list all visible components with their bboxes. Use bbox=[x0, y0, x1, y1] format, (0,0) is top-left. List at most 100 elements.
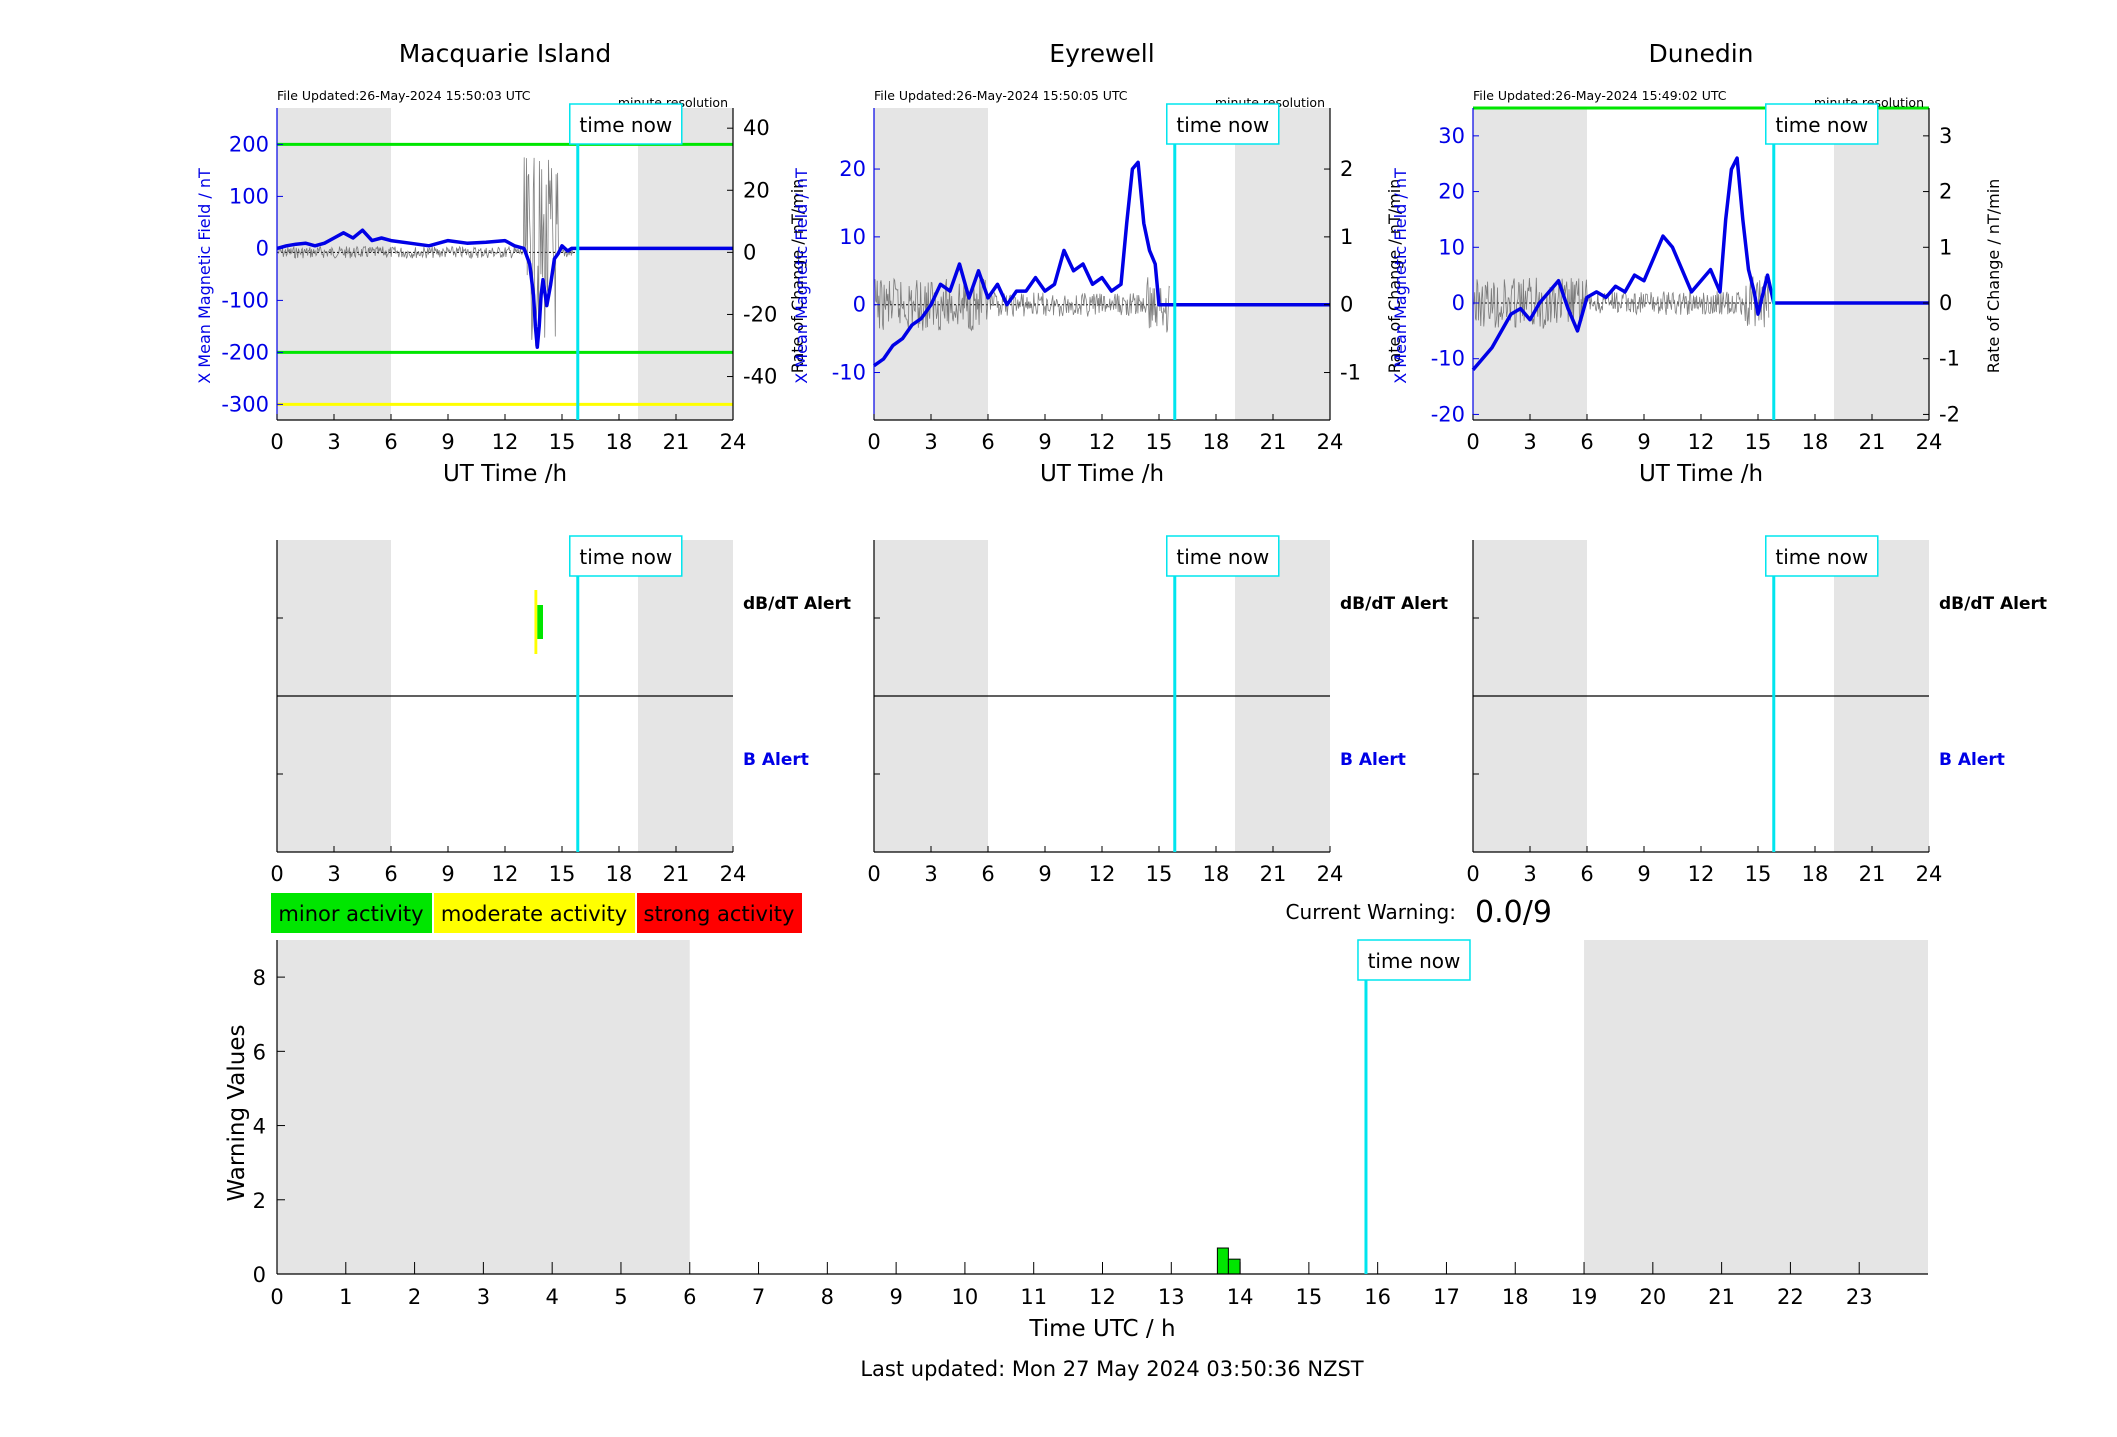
x-tick-label: 9 bbox=[1637, 430, 1650, 454]
x-axis-label: UT Time /h bbox=[1639, 461, 1763, 487]
y-tick-label-left: 10 bbox=[839, 225, 866, 249]
x-tick-label: 6 bbox=[384, 430, 397, 454]
y-tick-label-right: 20 bbox=[743, 178, 770, 202]
current-warning-label: Current Warning: bbox=[1286, 900, 1456, 924]
dbdt-event-bar bbox=[537, 605, 543, 639]
rate-of-change-trace bbox=[874, 277, 1171, 333]
x-tick-label: 3 bbox=[477, 1285, 490, 1309]
field-trace bbox=[276, 228, 733, 349]
y-axis-label-left: X Mean Magnetic Field / nT bbox=[195, 168, 214, 384]
x-tick-label: 12 bbox=[492, 862, 519, 886]
x-tick-label: 13 bbox=[1158, 1285, 1185, 1309]
y-tick-label-right: 1 bbox=[1939, 235, 1952, 259]
x-tick-label: 17 bbox=[1433, 1285, 1460, 1309]
x-tick-label: 12 bbox=[1089, 430, 1116, 454]
y-tick-label-right: 2 bbox=[1939, 180, 1952, 204]
y-axis-label-left: X Mean Magnetic Field / nT bbox=[1391, 168, 1410, 384]
legend-minor-swatch bbox=[271, 893, 432, 933]
x-tick-label: 6 bbox=[683, 1285, 696, 1309]
time-now-box bbox=[1166, 103, 1280, 145]
x-tick-label: 12 bbox=[1688, 430, 1715, 454]
x-tick-label: 15 bbox=[1146, 862, 1173, 886]
station-plot-1: 0 3 6 9 12 15 18 21 24-300-200-1000100200-40-200… bbox=[195, 39, 807, 487]
last-updated: Last updated: Mon 27 May 2024 03:50:36 N… bbox=[860, 1357, 1363, 1381]
current-warning: Current Warning: 0.0/9 bbox=[1286, 895, 1552, 930]
legend-moderate-swatch bbox=[434, 893, 635, 933]
night-shade bbox=[1584, 940, 1928, 1274]
y-axis-label-right: Rate of Change / nT/min bbox=[788, 179, 807, 374]
x-tick-label: 15 bbox=[1745, 862, 1772, 886]
y-tick-label-right: 3 bbox=[1939, 124, 1952, 148]
x-tick-label: 19 bbox=[1571, 1285, 1598, 1309]
y-axis-label: Warning Values bbox=[224, 1024, 250, 1201]
x-tick-label: 24 bbox=[1916, 862, 1943, 886]
x-tick-label: 24 bbox=[720, 862, 747, 886]
x-tick-label: 6 bbox=[384, 862, 397, 886]
y-tick-label-left: 200 bbox=[229, 132, 269, 156]
x-tick-label: 12 bbox=[1089, 862, 1116, 886]
y-axis-label-right: Rate of Change / nT/min bbox=[1385, 179, 1404, 374]
y-tick-label: 4 bbox=[253, 1115, 266, 1139]
y-tick-label-left: 10 bbox=[1438, 235, 1465, 259]
x-tick-label: 15 bbox=[1745, 430, 1772, 454]
y-tick-label-left: 0 bbox=[1452, 291, 1465, 315]
x-tick-label: 0 bbox=[1466, 862, 1479, 886]
x-tick-label: 14 bbox=[1227, 1285, 1254, 1309]
x-tick-label: 22 bbox=[1777, 1285, 1804, 1309]
time-now-box bbox=[1765, 103, 1879, 145]
x-tick-label: 3 bbox=[1523, 862, 1536, 886]
night-shade bbox=[277, 108, 391, 420]
y-tick-label-left: -300 bbox=[221, 392, 269, 416]
x-tick-label: 15 bbox=[549, 430, 576, 454]
x-tick-label: 24 bbox=[720, 430, 747, 454]
x-tick-label: 23 bbox=[1846, 1285, 1873, 1309]
time-now-label: time now bbox=[1368, 949, 1461, 973]
y-tick-label-left: 0 bbox=[256, 236, 269, 260]
y-tick-label-right: 0 bbox=[1340, 293, 1353, 317]
file-updated: File Updated:26-May-2024 15:49:02 UTC bbox=[1473, 88, 1727, 103]
y-tick-label: 6 bbox=[253, 1040, 266, 1064]
b-alert-label: B Alert bbox=[1939, 750, 2005, 770]
y-tick-label-left: -20 bbox=[1431, 402, 1465, 426]
warning-values-chart: 0 1 2 3 4 5 6 7 8 9 10 11 12 13 14 15 16 17 18 19 20 21 22 2302… bbox=[224, 939, 1928, 1342]
time-now-box bbox=[1765, 535, 1879, 577]
night-shade bbox=[638, 108, 733, 420]
rate-of-change-trace bbox=[277, 157, 574, 347]
dbdt-alert-label: dB/dT Alert bbox=[1340, 594, 1448, 614]
x-tick-label: 6 bbox=[1580, 430, 1593, 454]
station-plot-2: 0 3 6 9 12 15 18 21 24-1001020-1012EyrewellFile … bbox=[792, 39, 1404, 487]
x-tick-label: 3 bbox=[924, 430, 937, 454]
x-tick-label: 9 bbox=[1038, 862, 1051, 886]
x-tick-label: 12 bbox=[1688, 862, 1715, 886]
time-now-label: time now bbox=[579, 545, 672, 569]
y-tick-label-left: -10 bbox=[832, 361, 866, 385]
alert-panel-1: 0 3 6 9 12 15 18 21 24 dB/dT Alert B Alert time now bbox=[270, 535, 851, 886]
y-tick-label-right: 0 bbox=[743, 240, 756, 264]
dbdt-alert-label: dB/dT Alert bbox=[1939, 594, 2047, 614]
warning-bar bbox=[1216, 1247, 1229, 1275]
night-shade bbox=[1834, 108, 1929, 420]
activity-legend: minor activity moderate activity strong … bbox=[271, 893, 802, 933]
station-plot-3: 0 3 6 9 12 15 18 21 24-20-100102030-2-10123Duned… bbox=[1391, 39, 2003, 487]
time-now-box bbox=[1357, 939, 1471, 981]
x-tick-label: 0 bbox=[867, 430, 880, 454]
legend-moderate-label: moderate activity bbox=[441, 902, 627, 926]
x-tick-label: 18 bbox=[1203, 862, 1230, 886]
file-updated: File Updated:26-May-2024 15:50:03 UTC bbox=[277, 88, 531, 103]
x-axis-label: UT Time /h bbox=[1040, 461, 1164, 487]
time-now-box bbox=[1166, 535, 1280, 577]
y-axis-label-right: Rate of Change / nT/min bbox=[1984, 179, 2003, 374]
x-tick-label: 18 bbox=[1802, 430, 1829, 454]
y-tick-label-left: -100 bbox=[221, 288, 269, 312]
station-plots: 0 3 6 9 12 15 18 21 24-300-200-1000100200-40-200… bbox=[195, 39, 2003, 487]
x-tick-label: 21 bbox=[1260, 862, 1287, 886]
x-tick-label: 0 bbox=[867, 862, 880, 886]
x-tick-label: 0 bbox=[270, 1285, 283, 1309]
dbdt-alert-label: dB/dT Alert bbox=[743, 594, 851, 614]
x-tick-label: 9 bbox=[1038, 430, 1051, 454]
time-now-label: time now bbox=[1176, 113, 1269, 137]
rate-of-change-trace bbox=[1473, 276, 1770, 329]
y-tick-label-right: 0 bbox=[1939, 291, 1952, 315]
x-tick-label: 0 bbox=[270, 862, 283, 886]
x-tick-label: 9 bbox=[1637, 862, 1650, 886]
